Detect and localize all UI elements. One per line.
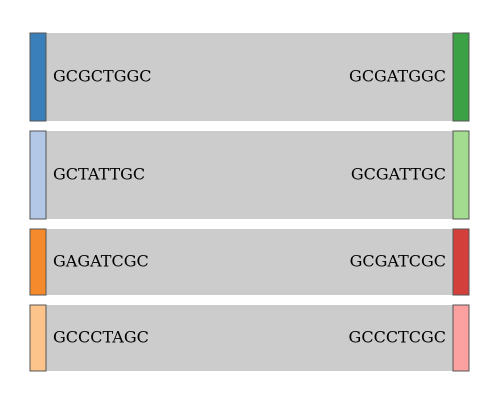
target-node-3	[452, 228, 470, 296]
target-node-label: GCGATCGC	[350, 252, 446, 271]
target-node-2	[452, 130, 470, 220]
source-node-bar	[29, 304, 47, 372]
target-node-bar	[452, 130, 470, 220]
source-node-2	[29, 130, 47, 220]
flow-link-4	[46, 305, 453, 371]
source-node-label: GCCCTAGC	[53, 328, 149, 347]
links-layer	[46, 33, 453, 371]
target-node-4	[452, 304, 470, 372]
source-node-label: GCGCTGGC	[53, 67, 152, 86]
source-node-bar	[29, 228, 47, 296]
target-node-1	[452, 32, 470, 122]
target-node-bar	[452, 228, 470, 296]
source-node-bar	[29, 32, 47, 122]
target-node-bar	[452, 304, 470, 372]
source-node-3	[29, 228, 47, 296]
target-node-label: GCGATTGC	[351, 165, 446, 184]
target-node-bar	[452, 32, 470, 122]
source-node-bar	[29, 130, 47, 220]
flow-link-1	[46, 33, 453, 121]
nodes-layer	[29, 32, 470, 372]
labels-layer: GCGCTGGC GCGATGGC GCTATTGC GCGATTGC GAGATCGC…	[53, 67, 446, 347]
target-node-label: GCCCTCGC	[349, 328, 446, 347]
flow-link-3	[46, 229, 453, 295]
source-node-4	[29, 304, 47, 372]
source-node-label: GCTATTGC	[53, 165, 145, 184]
target-node-label: GCGATGGC	[349, 67, 446, 86]
flow-link-2	[46, 131, 453, 219]
source-node-label: GAGATCGC	[53, 252, 149, 271]
source-node-1	[29, 32, 47, 122]
